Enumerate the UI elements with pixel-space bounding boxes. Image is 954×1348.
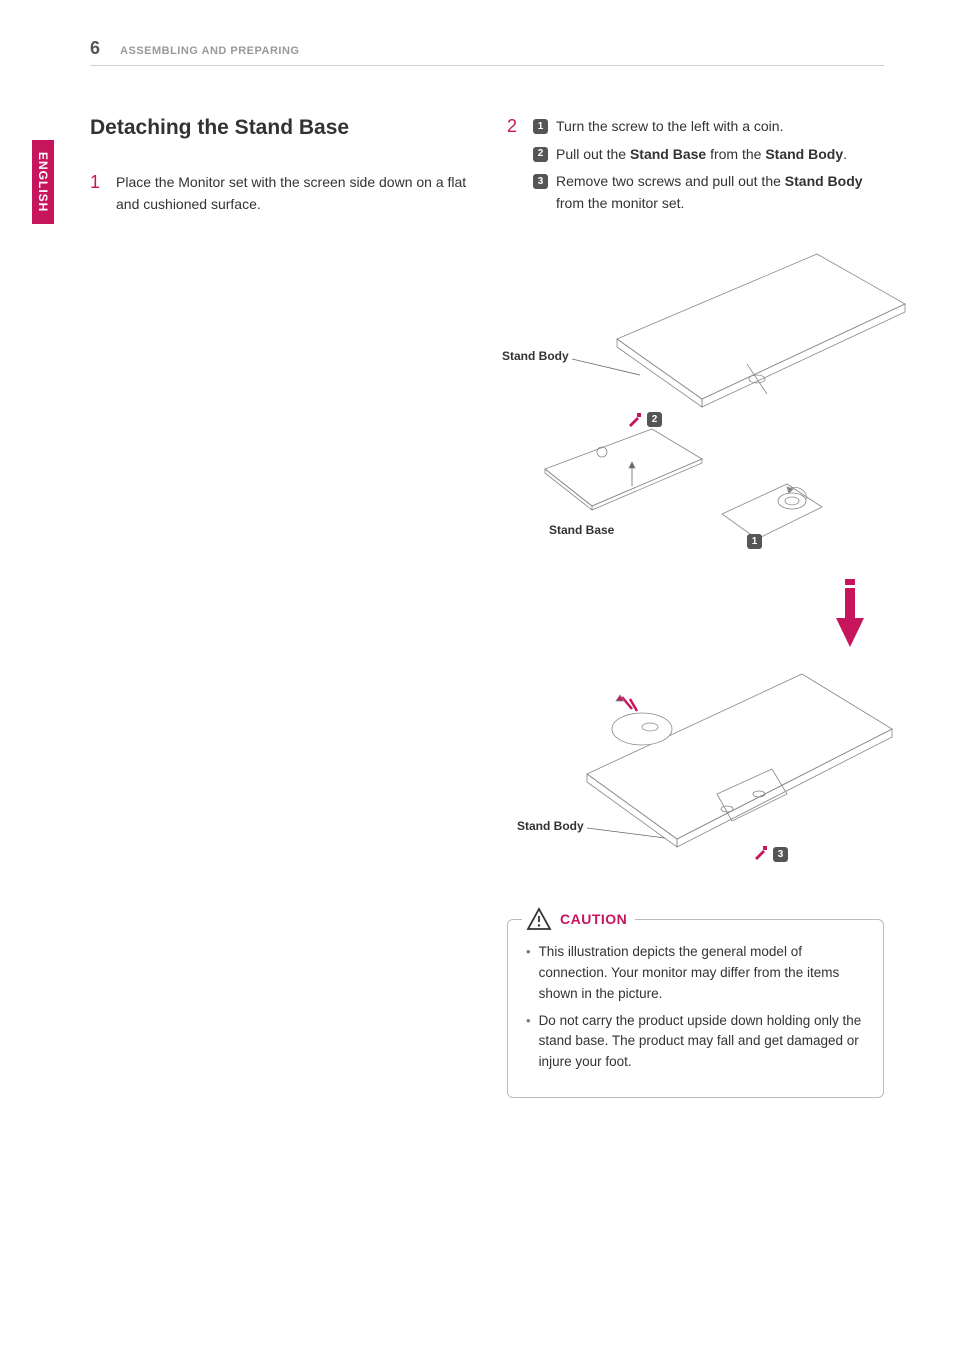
left-column: Detaching the Stand Base 1 Place the Mon… bbox=[90, 116, 467, 1098]
caution-item: • Do not carry the product upside down h… bbox=[526, 1011, 865, 1074]
step-1: 1 Place the Monitor set with the screen … bbox=[90, 172, 467, 215]
caution-item: • This illustration depicts the general … bbox=[526, 942, 865, 1005]
coin-screw-illustration bbox=[717, 479, 827, 554]
diagram-label-stand-base: Stand Base bbox=[549, 523, 614, 537]
page-header: 6 ASSEMBLING AND PREPARING bbox=[90, 38, 884, 66]
diagram-badge-3: 3 bbox=[773, 847, 788, 862]
caution-box: CAUTION • This illustration depicts the … bbox=[507, 919, 884, 1099]
badge-icon: 2 bbox=[533, 147, 548, 162]
caution-header: CAUTION bbox=[522, 907, 635, 931]
badge-icon: 1 bbox=[533, 119, 548, 134]
language-tab: ENGLISH bbox=[32, 140, 54, 224]
header-title: ASSEMBLING AND PREPARING bbox=[120, 45, 299, 57]
page-content: 6 ASSEMBLING AND PREPARING Detaching the… bbox=[0, 0, 954, 1138]
caution-text: This illustration depicts the general mo… bbox=[539, 942, 865, 1005]
substep-1: 1 Turn the screw to the left with a coin… bbox=[533, 116, 884, 138]
diagram-badge-1: 1 bbox=[747, 534, 762, 549]
diagram-label-stand-body: Stand Body bbox=[502, 349, 569, 363]
step-number: 2 bbox=[507, 116, 521, 137]
screw-icon bbox=[753, 844, 769, 860]
diagram-label-stand-body-bottom: Stand Body bbox=[517, 819, 584, 833]
badge-icon: 3 bbox=[533, 174, 548, 189]
bullet-icon: • bbox=[526, 1011, 531, 1074]
stand-base-illustration bbox=[537, 424, 707, 524]
warning-icon bbox=[526, 907, 552, 931]
screw-zoom-illustration bbox=[602, 679, 687, 749]
monitor-top-illustration bbox=[607, 249, 907, 429]
label-line bbox=[572, 357, 642, 377]
substep-text: Turn the screw to the left with a coin. bbox=[556, 116, 884, 138]
substep-text: Remove two screws and pull out the Stand… bbox=[556, 171, 884, 214]
assembly-diagram: Stand Body 2 Stand Base bbox=[507, 249, 884, 909]
caution-text: Do not carry the product upside down hol… bbox=[539, 1011, 865, 1074]
step-2: 2 1 Turn the screw to the left with a co… bbox=[507, 116, 884, 221]
down-arrow-icon bbox=[832, 579, 868, 651]
right-column: 2 1 Turn the screw to the left with a co… bbox=[507, 116, 884, 1098]
caution-list: • This illustration depicts the general … bbox=[522, 938, 869, 1074]
step-number: 1 bbox=[90, 172, 104, 193]
step-text: Place the Monitor set with the screen si… bbox=[116, 172, 467, 215]
caution-title: CAUTION bbox=[560, 911, 627, 927]
substep-3: 3 Remove two screws and pull out the Sta… bbox=[533, 171, 884, 214]
bullet-icon: • bbox=[526, 942, 531, 1005]
section-title: Detaching the Stand Base bbox=[90, 116, 467, 140]
substep-2: 2 Pull out the Stand Base from the Stand… bbox=[533, 144, 884, 166]
diagram-badge-2: 2 bbox=[647, 412, 662, 427]
screw-icon bbox=[627, 411, 643, 427]
substep-list: 1 Turn the screw to the left with a coin… bbox=[533, 116, 884, 215]
page-number: 6 bbox=[90, 38, 100, 59]
label-line bbox=[587, 824, 667, 844]
substep-text: Pull out the Stand Base from the Stand B… bbox=[556, 144, 884, 166]
